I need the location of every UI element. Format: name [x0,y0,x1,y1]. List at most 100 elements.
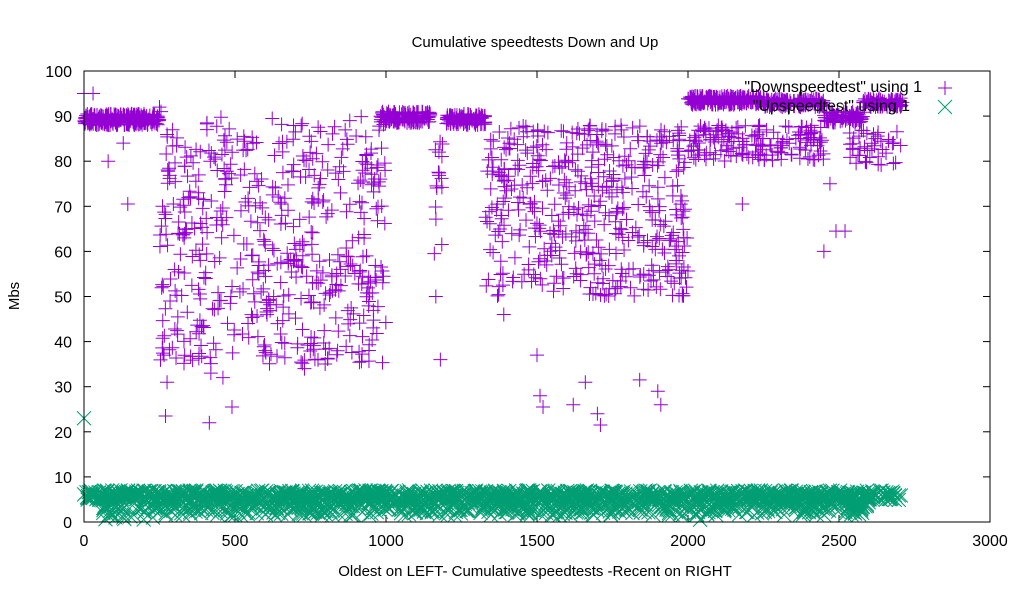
down-point [183,331,198,346]
down-point [643,139,658,154]
down-point [800,133,815,148]
down-point [271,136,286,151]
y-tick-label: 70 [54,199,72,216]
down-point [169,351,184,366]
down-point [155,313,170,328]
down-point [632,228,647,243]
down-point [486,134,501,149]
down-point [374,141,389,156]
down-point [657,245,672,260]
down-point [166,196,181,211]
down-point [203,154,218,169]
down-point [511,162,526,177]
down-point [176,198,191,213]
down-point [302,210,317,225]
down-point [265,241,280,256]
down-point [355,249,370,264]
down-point [636,235,651,250]
down-point [631,133,646,148]
down-point [626,261,641,276]
down-point [527,194,542,209]
down-point [456,111,471,126]
down-point [195,237,210,252]
down-point [704,97,719,112]
down-point [520,146,535,161]
down-point [664,228,679,243]
down-point [223,296,238,311]
down-point [261,258,276,273]
down-point [888,155,903,170]
down-point [223,289,238,304]
down-point [587,214,602,229]
down-point [554,257,569,272]
down-point [334,150,349,165]
down-point [759,122,774,137]
down-point [158,409,173,424]
down-point [120,197,135,212]
down-point [641,268,656,283]
down-point [807,132,822,147]
down-point [219,177,234,192]
down-point [529,159,544,174]
down-point [625,120,640,135]
down-point [532,152,547,167]
down-point [617,243,632,258]
down-point [274,208,289,223]
down-point [518,119,533,134]
down-point [341,249,356,264]
down-point [260,301,275,316]
down-point [676,160,691,175]
down-point [584,199,599,214]
down-point [357,211,372,226]
down-point [274,117,289,132]
down-point [433,352,448,367]
down-point [356,308,371,323]
down-point [344,345,359,360]
down-point [515,177,530,192]
down-point [218,172,233,187]
down-point [269,349,284,364]
down-point [567,246,582,261]
down-point [92,113,107,128]
down-point [211,301,226,316]
down-point [280,246,295,261]
down-point [645,205,660,220]
down-point [256,232,271,247]
down-point [283,252,298,267]
down-point [328,310,343,325]
down-point [559,175,574,190]
down-point [86,86,101,101]
down-point [657,124,672,139]
down-point [293,169,308,184]
down-point [491,224,506,239]
down-point [207,302,222,317]
down-point [158,207,173,222]
down-point [570,207,585,222]
down-point [504,226,519,241]
down-point [192,286,207,301]
down-point [529,139,544,154]
down-point [225,145,240,160]
down-point [454,109,469,124]
down-point [180,169,195,184]
down-point [511,202,526,217]
down-point [121,108,136,123]
down-point [483,132,498,147]
down-point [602,242,617,257]
down-point [434,180,449,195]
down-point [804,126,819,141]
down-point [329,347,344,362]
down-point [288,311,303,326]
down-point [535,174,550,189]
down-point [178,140,193,155]
down-point [286,132,301,147]
down-point [554,123,569,138]
down-point [277,336,292,351]
down-point [565,125,580,140]
down-point [434,149,449,164]
down-point [597,217,612,232]
down-point [196,318,211,333]
down-point [581,123,596,138]
down-point [230,260,245,275]
down-point [219,210,234,225]
